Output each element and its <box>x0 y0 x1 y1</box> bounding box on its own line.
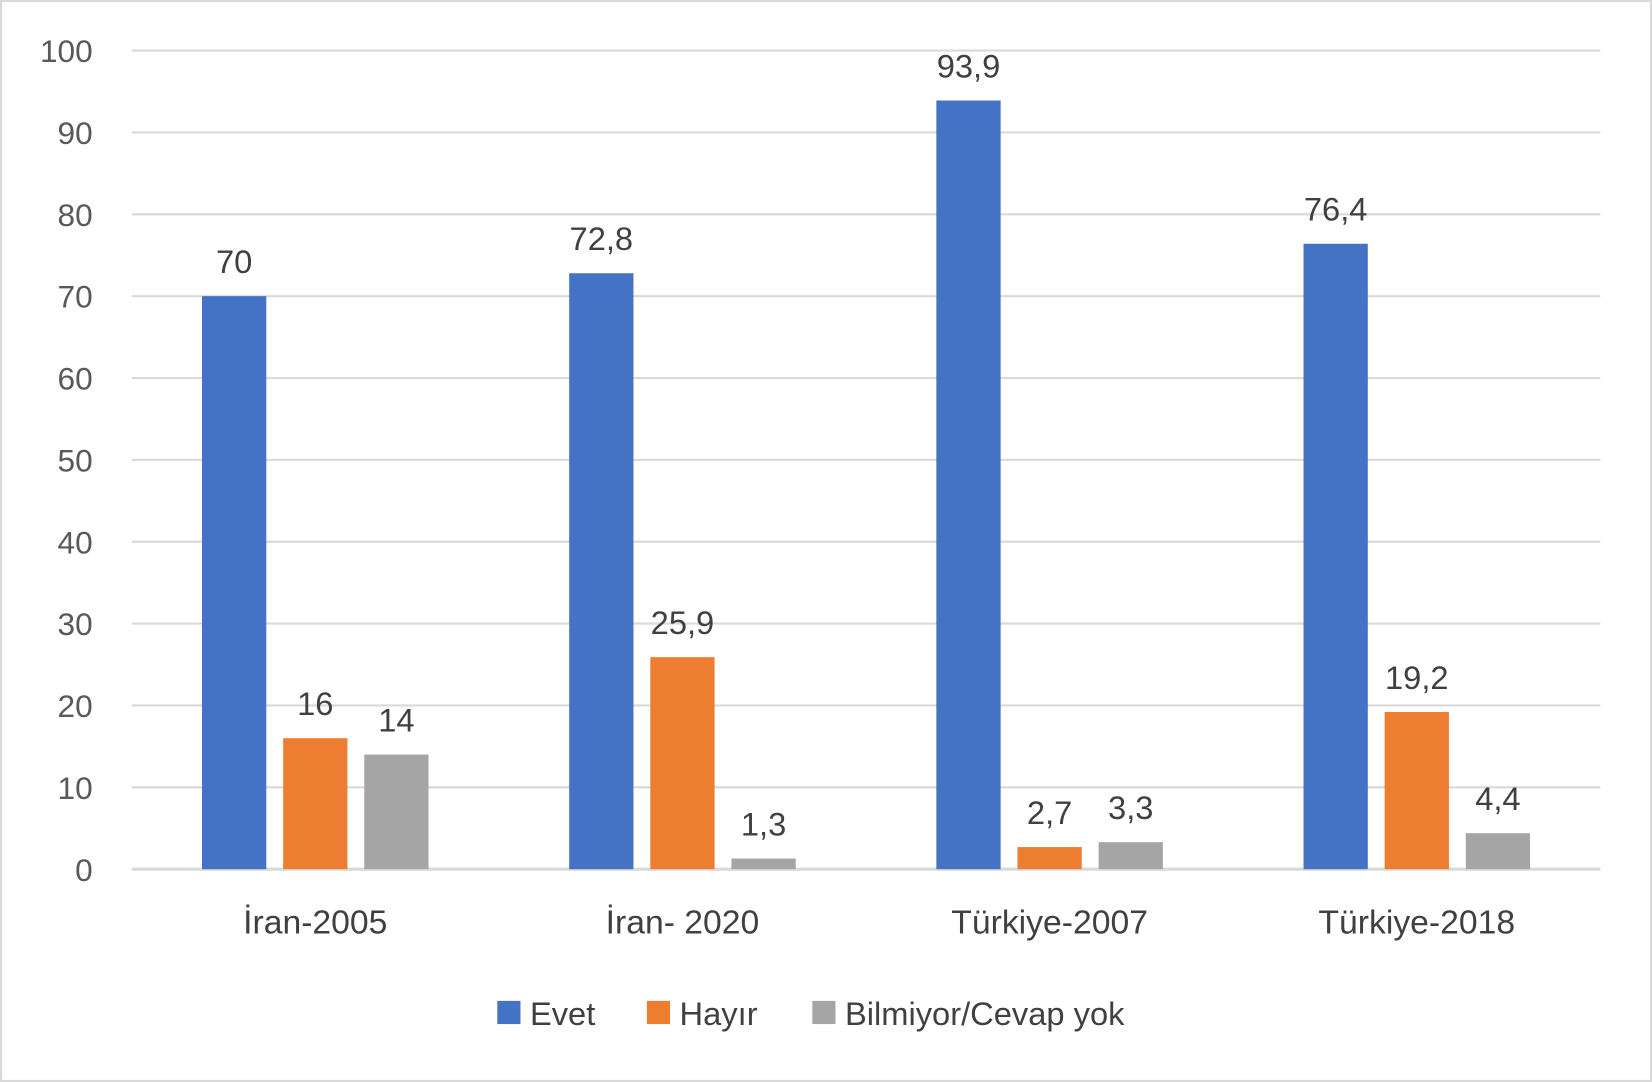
bar-hay-r <box>283 738 348 870</box>
data-label: 70 <box>216 243 252 280</box>
legend-label: Evet <box>530 995 595 1032</box>
bar-evet <box>202 296 267 870</box>
data-label: 1,3 <box>741 805 786 842</box>
y-tick-label: 30 <box>58 606 93 642</box>
legend-swatch <box>646 1000 671 1025</box>
data-label: 14 <box>378 701 414 738</box>
y-tick-label: 40 <box>58 524 93 560</box>
bar-hay-r <box>650 657 715 870</box>
data-label: 76,4 <box>1304 191 1368 228</box>
y-tick-label: 10 <box>58 770 93 806</box>
y-tick-label: 100 <box>40 33 93 69</box>
data-label: 19,2 <box>1385 659 1449 696</box>
bar-hay-r <box>1017 847 1082 870</box>
legend-label: Bilmiyor/Cevap yok <box>845 995 1125 1032</box>
bar-evet <box>1303 243 1368 870</box>
bar-bilmiyor-cevap-yok <box>364 754 429 870</box>
data-label: 93,9 <box>937 47 1001 84</box>
legend-swatch <box>497 1000 521 1025</box>
data-label: 3,3 <box>1108 789 1153 826</box>
legend-label: Hayır <box>680 995 758 1032</box>
y-tick-label: 50 <box>58 442 93 478</box>
legend-swatch <box>812 1000 836 1025</box>
bar-hay-r <box>1384 712 1449 870</box>
data-label: 25,9 <box>651 604 715 641</box>
bar-bilmiyor-cevap-yok <box>1098 842 1163 870</box>
data-label: 16 <box>297 685 333 722</box>
y-tick-label: 60 <box>58 361 93 397</box>
y-tick-label: 20 <box>58 688 93 724</box>
y-tick-label: 90 <box>58 115 93 151</box>
x-tick-label: Türkiye-2018 <box>1318 903 1515 941</box>
y-tick-label: 70 <box>58 279 93 315</box>
y-tick-label: 80 <box>58 197 93 233</box>
x-tick-label: Türkiye-2007 <box>951 903 1148 941</box>
bar-bilmiyor-cevap-yok <box>1465 833 1531 870</box>
bar-bilmiyor-cevap-yok <box>731 858 796 870</box>
data-label: 4,4 <box>1475 780 1520 817</box>
bar-evet <box>936 100 1001 870</box>
data-label: 2,7 <box>1027 794 1072 831</box>
y-tick-label: 0 <box>75 852 93 888</box>
bar-evet <box>569 273 634 870</box>
x-tick-label: İran- 2020 <box>606 903 760 941</box>
data-label: 72,8 <box>570 220 634 257</box>
x-tick-label: İran-2005 <box>243 903 387 941</box>
